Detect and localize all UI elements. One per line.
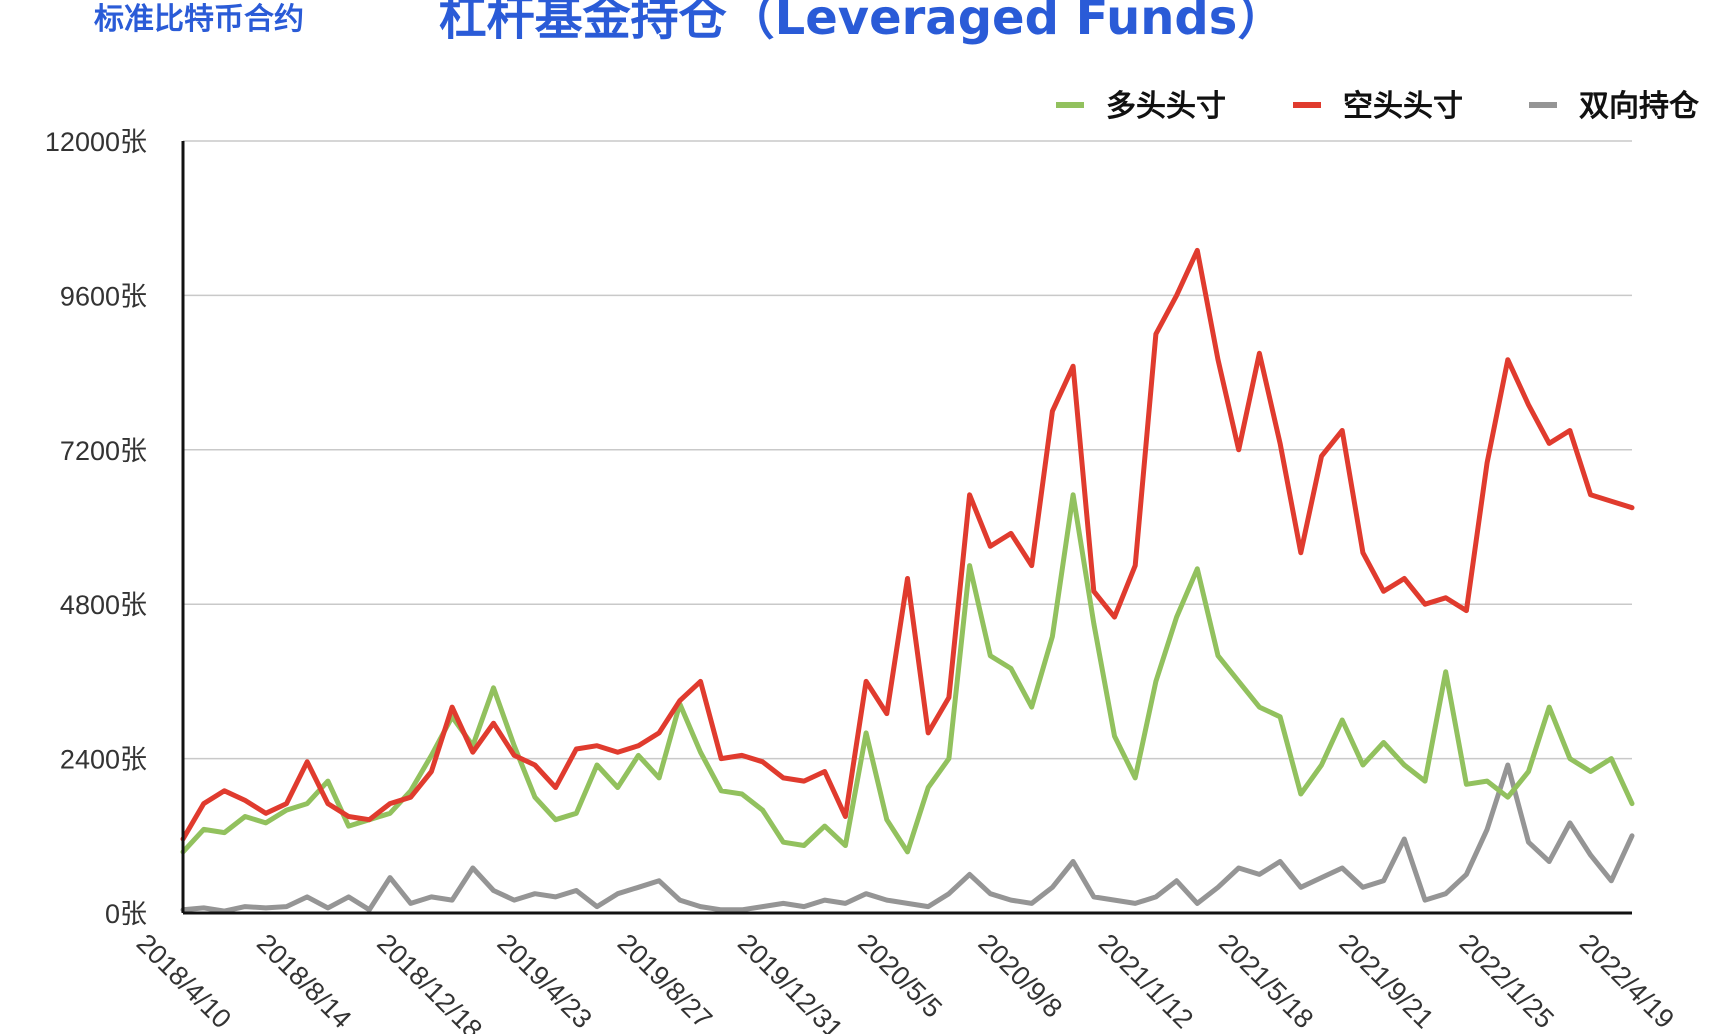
x-tick-label: 2022/1/25 <box>1454 928 1560 1034</box>
series-line-3 <box>180 762 1635 914</box>
chart-title: 杠杆基金持仓（Leveraged Funds） <box>438 0 1286 46</box>
legend: 多头头寸 空头头寸 双向持仓 <box>1056 89 1700 124</box>
legend-label: 空头头寸 <box>1343 89 1463 124</box>
x-tick-label: 2020/5/5 <box>852 928 948 1024</box>
legend-label: 双向持仓 <box>1579 89 1700 124</box>
y-tick-label: 2400张 <box>60 745 147 775</box>
y-tick-label: 4800张 <box>60 590 147 620</box>
grid-lines <box>183 140 1632 760</box>
x-tick-label: 2019/8/27 <box>612 928 718 1034</box>
series-lines <box>180 247 1635 914</box>
y-tick-label: 9600张 <box>60 281 147 311</box>
y-axis-ticks: 0张 2400张 4800张 7200张 9600张 12000张 <box>45 127 147 929</box>
x-tick-label: 2021/5/18 <box>1213 928 1319 1034</box>
x-tick-label: 2020/9/8 <box>973 928 1069 1024</box>
x-tick-label: 2021/1/12 <box>1093 928 1199 1034</box>
x-tick-label: 2021/9/21 <box>1333 928 1439 1034</box>
x-tick-label: 2018/8/14 <box>251 928 357 1034</box>
x-axis-ticks: 2018/4/10 2018/8/14 2018/12/18 2019/4/23 201… <box>131 928 1680 1034</box>
y-tick-label: 12000张 <box>45 127 147 157</box>
series-line-2 <box>180 247 1635 842</box>
y-tick-label: 7200张 <box>60 436 147 466</box>
x-tick-label: 2019/4/23 <box>492 928 598 1034</box>
series-line-1 <box>180 492 1635 855</box>
x-tick-label: 2018/4/10 <box>131 928 237 1034</box>
chart-subtitle: 标准比特币合约 <box>94 2 304 37</box>
x-tick-label: 2018/12/18 <box>371 928 488 1034</box>
y-tick-label: 0张 <box>105 899 147 929</box>
legend-label: 多头头寸 <box>1106 89 1226 124</box>
x-tick-label: 2022/4/19 <box>1574 928 1680 1034</box>
x-tick-label: 2019/12/31 <box>732 928 849 1034</box>
